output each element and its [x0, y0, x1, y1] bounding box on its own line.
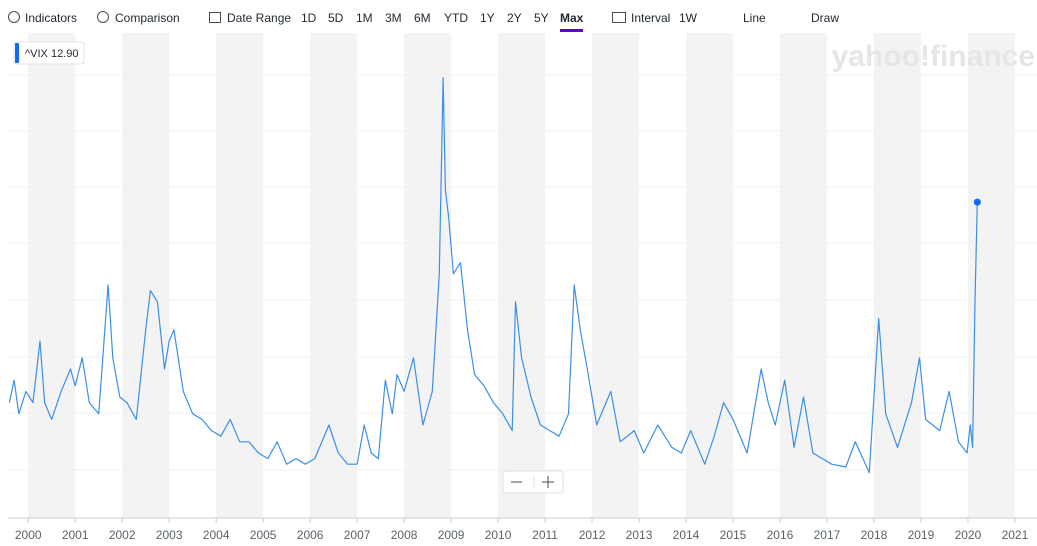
year-band [592, 33, 640, 518]
range-button[interactable]: YTD [444, 11, 468, 25]
x-tick-label: 2008 [391, 528, 418, 542]
range-button[interactable]: 1D [301, 11, 317, 25]
icon [97, 11, 109, 23]
x-tick-label: 2013 [626, 528, 653, 542]
grid [8, 74, 1037, 471]
last-point [973, 198, 981, 206]
range-button[interactable]: 5Y [534, 11, 549, 25]
x-tick-label: 2006 [297, 528, 324, 542]
watermark: yahoo!finance [832, 40, 1035, 73]
x-tick-label: 2018 [861, 528, 888, 542]
year-band [873, 33, 921, 518]
x-tick-label: 2020 [955, 528, 982, 542]
range-button-selected[interactable]: Max [560, 11, 584, 32]
range-button[interactable]: 1M [356, 11, 373, 25]
indicators-button[interactable]: Indicators [25, 11, 78, 25]
chart-type-button[interactable]: Line [743, 11, 766, 25]
icon [209, 12, 221, 23]
x-tick-label: 2011 [532, 528, 558, 542]
year-band [686, 33, 733, 518]
year-band [28, 33, 76, 518]
x-tick-label: 2012 [579, 528, 606, 542]
icon [8, 11, 20, 23]
range-button[interactable]: 2Y [507, 11, 522, 25]
icon [612, 12, 626, 23]
x-tick-label: 2015 [720, 528, 747, 542]
x-tick-label: 2000 [15, 528, 42, 542]
x-tick-label: 2005 [250, 528, 277, 542]
price-line [8, 77, 978, 474]
x-tick-label: 2001 [62, 528, 89, 542]
year-band [967, 33, 1015, 518]
interval-button[interactable]: Interval [631, 11, 671, 25]
year-band [779, 33, 827, 518]
x-tick-label: 2009 [438, 528, 465, 542]
interval-value[interactable]: 1W [679, 11, 697, 25]
x-tick-label: 2003 [156, 528, 183, 542]
zoom-control [502, 470, 564, 494]
draw-button[interactable]: Draw [811, 11, 840, 25]
range-button[interactable]: 1Y [480, 11, 495, 25]
x-tick-label: 2017 [814, 528, 841, 542]
x-tick-label: 2019 [908, 528, 935, 542]
year-band [122, 33, 170, 518]
x-tick-label: 2014 [673, 528, 700, 542]
legend [13, 41, 85, 65]
x-tick-label: 2021 [1002, 528, 1029, 542]
x-tick-label: 2010 [485, 528, 512, 542]
year-band [216, 33, 264, 518]
date-range-button[interactable]: Date Range [227, 11, 292, 25]
x-tick-label: 2007 [344, 528, 371, 542]
x-tick-label: 2016 [767, 528, 794, 542]
year-band [310, 33, 358, 518]
range-button[interactable]: 5D [328, 11, 344, 25]
legend-swatch [15, 43, 19, 63]
year-band [498, 33, 546, 518]
range-button[interactable]: 6M [414, 11, 431, 25]
legend-label: ^VIX 12.90 [25, 48, 78, 60]
range-button[interactable]: 3M [385, 11, 402, 25]
comparison-button[interactable]: Comparison [115, 11, 180, 25]
x-tick-label: 2002 [109, 528, 136, 542]
x-tick-label: 2004 [203, 528, 230, 542]
toolbar: Indicators Comparison Date Range 1D 5D 1… [0, 0, 1037, 34]
